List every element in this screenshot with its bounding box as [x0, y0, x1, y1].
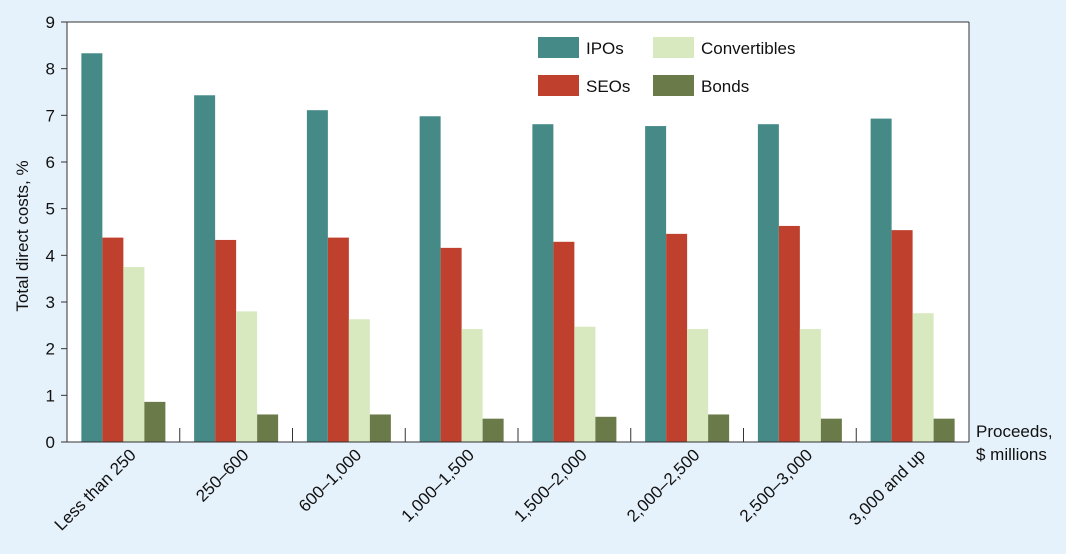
y-axis-title: Total direct costs, % [13, 160, 32, 311]
x-tick-label: 1,000–1,500 [398, 445, 478, 525]
x-tick-label: 600–1,000 [295, 445, 365, 515]
bar-bonds-3 [482, 418, 504, 442]
legend-label-seos: SEOs [586, 77, 630, 96]
bar-seos-6 [778, 225, 800, 442]
y-tick-label: 0 [46, 433, 55, 452]
legend-label-ipos: IPOs [586, 39, 624, 58]
x-tick-label: 3,000 and up [845, 445, 929, 529]
bar-seos-4 [553, 241, 575, 442]
bar-ipos-5 [645, 126, 667, 443]
legend-label-bonds: Bonds [701, 77, 749, 96]
bar-bonds-6 [820, 418, 842, 442]
y-tick-label: 9 [46, 13, 55, 32]
y-tick-label: 6 [46, 153, 55, 172]
bar-convertibles-3 [461, 329, 483, 442]
bar-ipos-6 [757, 124, 779, 442]
bar-bonds-1 [257, 414, 279, 442]
bar-ipos-3 [419, 116, 441, 443]
bar-seos-3 [440, 247, 462, 442]
x-tick-labels: Less than 250 250–600 600–1,000 1,000–1,500… [51, 445, 929, 534]
x-axis-title-line-2: $ millions [976, 445, 1047, 464]
bar-ipos-7 [870, 118, 892, 442]
y-tick-label: 4 [46, 246, 55, 265]
bar-seos-7 [891, 230, 913, 442]
bar-bonds-7 [933, 418, 955, 442]
bar-ipos-0 [81, 53, 103, 443]
legend-swatch-seos [538, 75, 579, 96]
bar-bonds-5 [708, 414, 730, 442]
bar-convertibles-2 [348, 319, 370, 442]
bar-seos-1 [215, 239, 237, 442]
y-tick-label: 8 [46, 60, 55, 79]
legend-label-convertibles: Convertibles [701, 39, 796, 58]
bars-layer [81, 53, 955, 443]
bar-convertibles-0 [123, 267, 145, 442]
legend-swatch-bonds [653, 75, 694, 96]
bar-ipos-1 [194, 95, 216, 443]
x-tick-label: 1,500–2,000 [510, 445, 590, 525]
x-tick-label: 250–600 [192, 445, 252, 505]
bar-seos-5 [666, 233, 688, 442]
y-tick-label: 3 [46, 293, 55, 312]
legend-swatch-convertibles [653, 37, 694, 58]
legend: IPOs SEOs Convertibles Bonds [538, 37, 796, 96]
y-tick-label: 1 [46, 386, 55, 405]
x-ticks-layer [179, 428, 857, 442]
bar-convertibles-6 [799, 329, 821, 442]
x-tick-label: Less than 250 [51, 445, 140, 534]
y-tick-label: 2 [46, 340, 55, 359]
legend-swatch-ipos [538, 37, 579, 58]
x-tick-label: 2,000–2,500 [623, 445, 703, 525]
bar-convertibles-4 [574, 326, 596, 442]
bar-bonds-4 [595, 416, 617, 442]
y-axis: 0 1 2 3 4 5 6 7 8 9 [46, 13, 67, 452]
x-axis-title-line-1: Proceeds, [976, 422, 1053, 441]
bar-bonds-0 [144, 401, 166, 442]
bar-seos-0 [102, 237, 124, 442]
bar-convertibles-1 [236, 311, 258, 442]
bar-seos-2 [327, 237, 349, 442]
y-tick-label: 5 [46, 200, 55, 219]
y-tick-label: 7 [46, 106, 55, 125]
bar-ipos-4 [532, 124, 554, 442]
bar-convertibles-7 [912, 313, 934, 442]
bar-convertibles-5 [687, 329, 709, 442]
x-tick-label: 2,500–3,000 [736, 445, 816, 525]
bar-bonds-2 [369, 414, 391, 442]
bar-ipos-2 [306, 110, 328, 442]
